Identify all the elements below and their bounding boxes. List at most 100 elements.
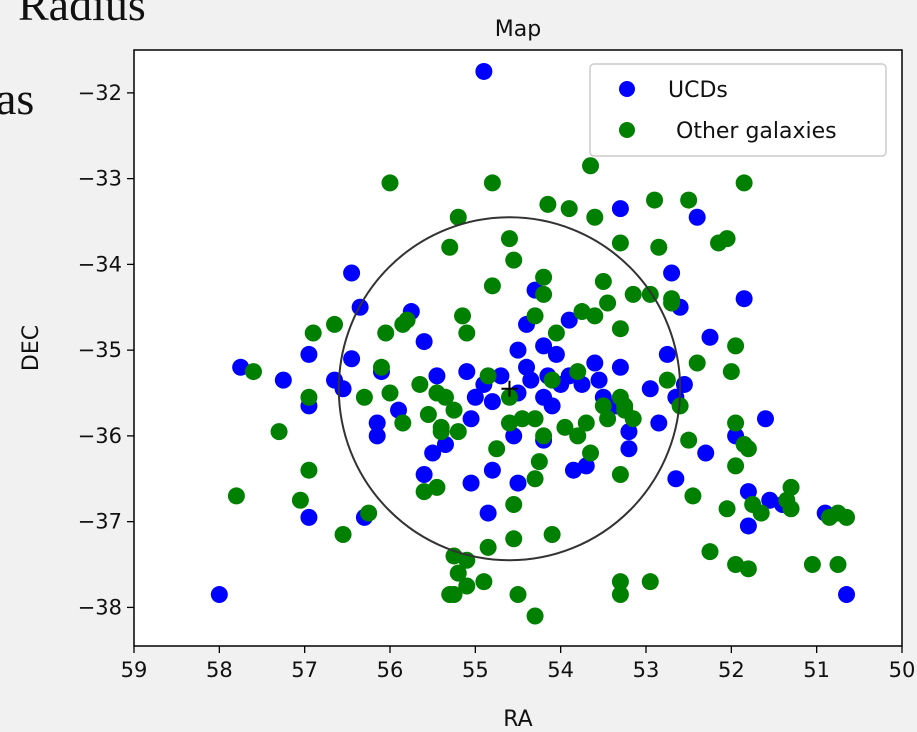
ucd-point — [756, 410, 774, 428]
ucd-point — [761, 491, 779, 509]
other-galaxy-point — [505, 496, 523, 514]
chart-title: Map — [495, 17, 541, 42]
other-galaxy-point — [547, 324, 565, 342]
other-galaxy-point — [735, 174, 753, 192]
y-tick-label: −36 — [78, 424, 122, 448]
ucd-point — [564, 461, 582, 479]
other-galaxy-point — [727, 556, 745, 574]
other-galaxy-point — [436, 388, 454, 406]
other-galaxy-point — [526, 410, 544, 428]
y-tick-label: −34 — [78, 252, 122, 276]
other-galaxy-point — [300, 388, 318, 406]
x-tick-label: 54 — [547, 658, 574, 682]
ucd-point — [466, 388, 484, 406]
other-galaxy-point — [505, 251, 523, 269]
y-tick-label: −35 — [78, 338, 122, 362]
x-tick-label: 50 — [889, 658, 916, 682]
other-galaxy-point — [727, 337, 745, 355]
other-galaxy-point — [381, 384, 399, 402]
other-galaxy-point — [449, 208, 467, 226]
other-galaxy-point — [701, 543, 719, 561]
ucd-point — [620, 440, 638, 458]
ucd-point — [210, 586, 228, 604]
ucd-point — [535, 337, 553, 355]
other-galaxy-point — [377, 324, 395, 342]
x-tick-label: 51 — [803, 658, 830, 682]
legend-marker-ucds — [619, 81, 635, 97]
other-galaxy-point — [535, 268, 553, 286]
other-galaxy-point — [539, 195, 557, 213]
other-galaxy-point — [803, 556, 821, 574]
ucd-point — [368, 414, 386, 432]
other-galaxy-point — [624, 285, 642, 303]
ucd-point — [663, 264, 681, 282]
other-galaxy-point — [582, 444, 600, 462]
other-galaxy-point — [334, 526, 352, 544]
other-galaxy-point — [594, 397, 612, 415]
other-galaxy-point — [560, 200, 578, 218]
other-galaxy-point — [415, 483, 433, 501]
ucd-point — [492, 367, 510, 385]
other-galaxy-point — [458, 324, 476, 342]
other-galaxy-point — [483, 174, 501, 192]
other-galaxy-point — [727, 457, 745, 475]
other-galaxy-point — [577, 414, 595, 432]
other-galaxy-point — [663, 294, 681, 312]
other-galaxy-point — [611, 465, 629, 483]
other-galaxy-point — [641, 573, 659, 591]
ucd-point — [543, 397, 561, 415]
other-galaxy-point — [680, 431, 698, 449]
ucd-point — [479, 504, 497, 522]
other-galaxy-point — [244, 363, 262, 381]
other-galaxy-point — [611, 320, 629, 338]
other-galaxy-point — [500, 230, 518, 248]
y-tick-label: −38 — [78, 595, 122, 619]
other-galaxy-point — [326, 315, 344, 333]
ucd-point — [390, 401, 408, 419]
legend-label-other-galaxies: Other galaxies — [676, 119, 837, 144]
legend-label-ucds: UCDs — [668, 78, 728, 103]
other-galaxy-point — [599, 410, 617, 428]
ucd-point — [415, 333, 433, 351]
x-axis-label: RA — [503, 707, 532, 732]
ucd-point — [334, 380, 352, 398]
other-galaxy-point — [543, 371, 561, 389]
ucd-point — [483, 393, 501, 411]
other-galaxy-point — [441, 586, 459, 604]
slide-partial-side-text: as — [0, 73, 35, 124]
ucd-point — [611, 358, 629, 376]
ucd-point — [300, 345, 318, 363]
other-galaxy-point — [483, 277, 501, 295]
other-galaxy-point — [394, 414, 412, 432]
x-tick-label: 56 — [377, 658, 404, 682]
other-galaxy-point — [500, 388, 518, 406]
other-galaxy-point — [300, 461, 318, 479]
other-galaxy-point — [582, 157, 600, 175]
ucd-point — [697, 444, 715, 462]
x-tick-label: 53 — [633, 658, 660, 682]
other-galaxy-point — [479, 367, 497, 385]
ucd-point — [232, 358, 250, 376]
other-galaxy-point — [782, 500, 800, 518]
ucd-point — [573, 375, 591, 393]
other-galaxy-point — [718, 500, 736, 518]
ucd-point — [475, 62, 493, 80]
ucd-point — [518, 358, 536, 376]
other-galaxy-point — [304, 324, 322, 342]
overlay-annotations — [337, 216, 682, 562]
ucd-point — [667, 470, 685, 488]
ucd-point — [547, 345, 565, 363]
other-galaxy-point — [680, 191, 698, 209]
other-galaxy-point — [556, 418, 574, 436]
ucd-point — [838, 586, 856, 604]
other-galaxy-point — [718, 230, 736, 248]
other-galaxy-point — [650, 238, 668, 256]
ucd-point — [462, 410, 480, 428]
other-galaxy-point — [509, 586, 527, 604]
ucd-point — [343, 350, 361, 368]
ucd-point — [611, 200, 629, 218]
other-galaxy-point — [227, 487, 245, 505]
y-tick-label: −33 — [78, 167, 122, 191]
other-galaxy-point — [291, 491, 309, 509]
